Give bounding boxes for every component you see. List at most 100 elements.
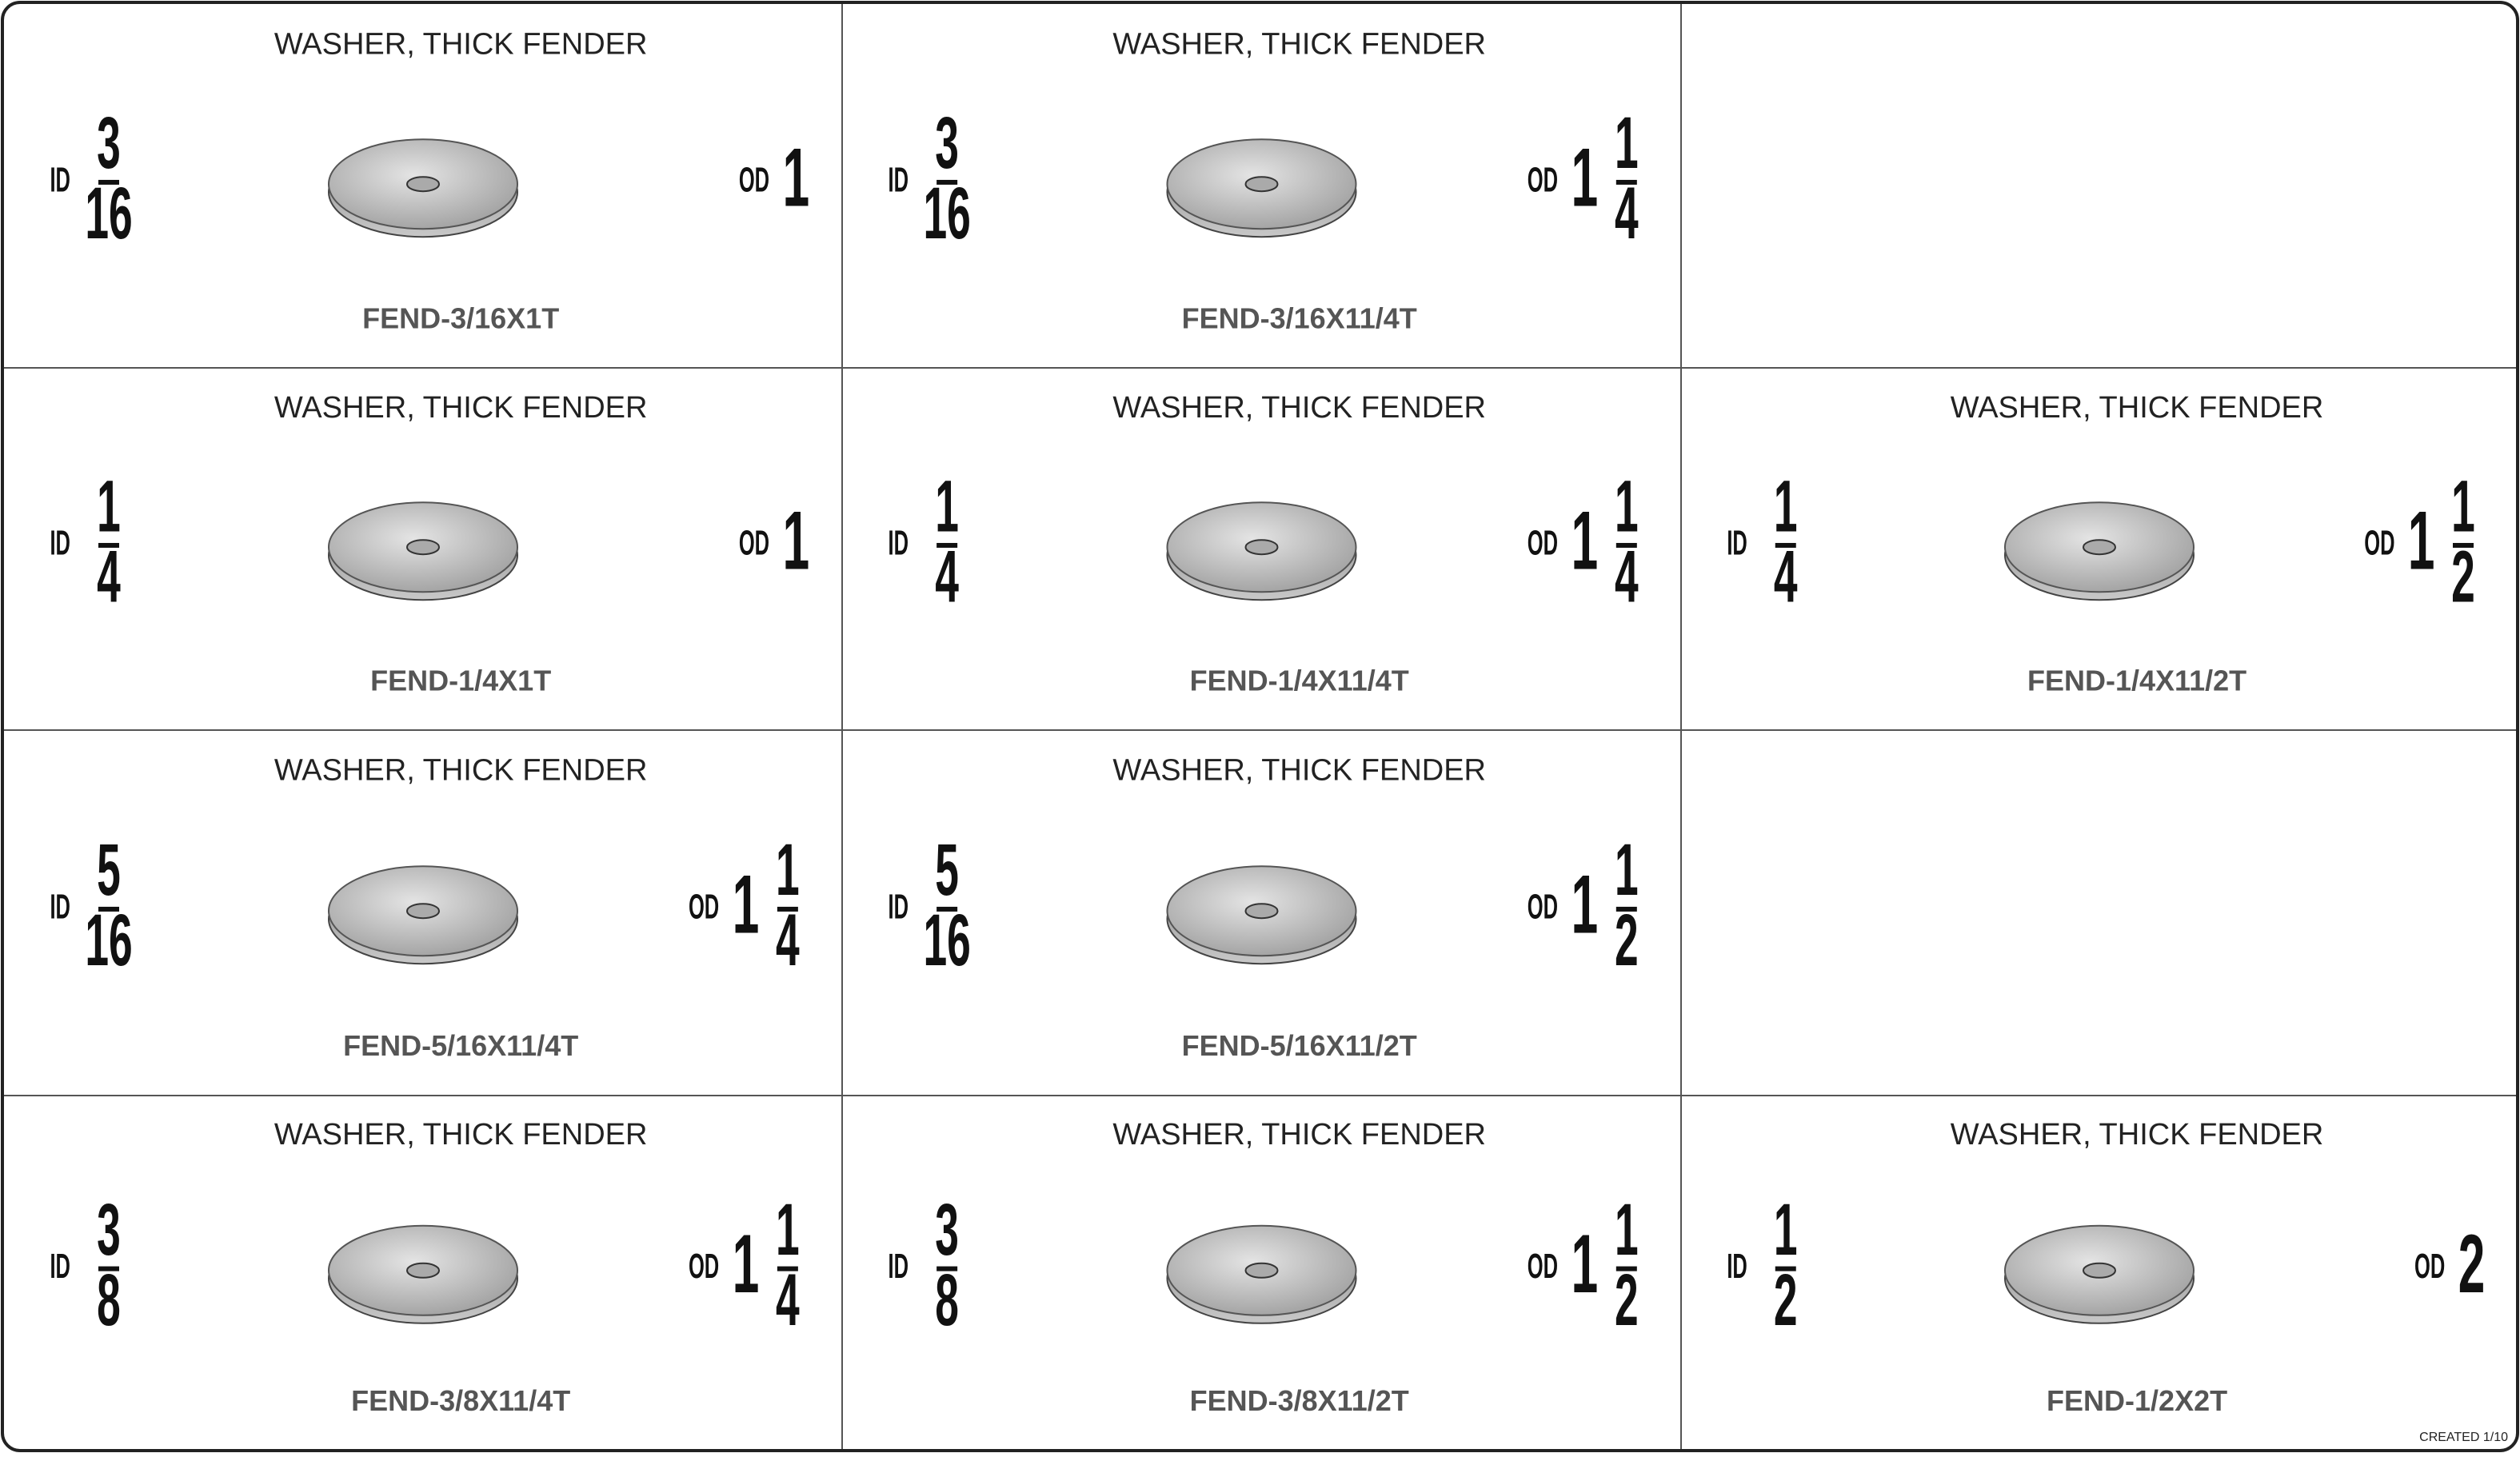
numerator: 3 (97, 102, 121, 184)
od-whole: 1 (783, 131, 810, 224)
numerator: 1 (2451, 465, 2475, 547)
item-title: WASHER, THICK FENDER (1951, 391, 2324, 425)
denominator: 16 (923, 172, 970, 254)
part-number: FEND-1/4X11/2T (2027, 665, 2246, 697)
fraction-bar (1615, 179, 1637, 185)
denominator: 4 (97, 535, 121, 617)
washer-icon (1166, 138, 1357, 238)
washer-icon (1166, 501, 1357, 601)
numerator: 1 (1615, 828, 1639, 911)
fraction-bar (777, 1266, 798, 1271)
part-number: FEND-3/16X11/4T (1182, 301, 1417, 334)
denominator: 4 (1615, 535, 1639, 617)
item-title: WASHER, THICK FENDER (1951, 1118, 2324, 1152)
fraction-bar (98, 906, 119, 912)
od-label: OD (689, 886, 719, 926)
od-label: OD (739, 159, 769, 199)
washer-hole (406, 539, 440, 556)
washer-hole (1244, 1262, 1279, 1279)
label-cell: WASHER, THICK FENDER FEND-5/16X11/2T ID 516… (889, 754, 1639, 1063)
item-title: WASHER, THICK FENDER (274, 391, 648, 425)
denominator: 2 (1615, 899, 1639, 981)
part-number: FEND-3/8X11/2T (1190, 1384, 1409, 1417)
item-title: WASHER, THICK FENDER (1112, 27, 1486, 61)
washer-icon (328, 865, 518, 965)
washer-hole (406, 176, 440, 193)
washer-hole (1244, 903, 1279, 920)
denominator: 2 (1615, 1259, 1639, 1341)
fraction-bar (1615, 542, 1637, 548)
id-label: ID (1727, 522, 1747, 562)
denominator: 2 (2451, 535, 2475, 617)
fraction-bar (1615, 1266, 1637, 1271)
part-number: FEND-5/16X11/2T (1182, 1029, 1417, 1062)
od-whole: 2 (2458, 1218, 2486, 1311)
od-label: OD (1528, 522, 1558, 562)
fraction-bar (98, 542, 119, 548)
id-label: ID (50, 1246, 70, 1286)
label-cell: WASHER, THICK FENDER FEND-5/16X11/4T ID 516… (50, 754, 799, 1063)
part-number: FEND-3/16X1T (362, 301, 559, 334)
od-whole: 1 (1572, 131, 1599, 224)
item-title: WASHER, THICK FENDER (274, 1118, 648, 1152)
fraction-bar (1615, 906, 1637, 912)
label-cell: WASHER, THICK FENDER FEND-3/16X11/4T ID 316… (889, 27, 1639, 334)
fraction-bar (98, 179, 119, 185)
washer-hole (1244, 176, 1279, 193)
id-label: ID (50, 522, 70, 562)
od-whole: 1 (1572, 858, 1599, 951)
od-label: OD (1528, 1246, 1558, 1286)
denominator: 8 (97, 1259, 121, 1341)
denominator: 8 (935, 1259, 959, 1341)
washer-icon (328, 1224, 518, 1324)
od-whole: 1 (733, 1218, 760, 1311)
washer-icon (2004, 501, 2195, 601)
denominator: 16 (923, 899, 970, 981)
numerator: 1 (97, 465, 121, 547)
id-label: ID (889, 1246, 909, 1286)
id-label: ID (889, 886, 909, 926)
denominator: 4 (776, 899, 800, 981)
denominator: 16 (85, 172, 132, 254)
part-number: FEND-1/2X2T (2047, 1384, 2227, 1417)
washer-hole (2083, 539, 2116, 556)
label-cell: WASHER, THICK FENDER FEND-3/8X11/2T ID 38 OD… (889, 1118, 1639, 1417)
od-label: OD (2364, 522, 2394, 562)
fraction-bar (937, 542, 958, 548)
fraction-bar (937, 179, 958, 185)
numerator: 1 (1615, 1188, 1639, 1271)
numerator: 1 (935, 465, 959, 547)
denominator: 4 (776, 1259, 800, 1341)
fraction-bar (937, 1266, 958, 1271)
od-label: OD (739, 522, 769, 562)
od-whole: 1 (783, 494, 810, 587)
od-whole: 1 (1572, 494, 1599, 587)
od-whole: 1 (1572, 1218, 1599, 1311)
denominator: 4 (1615, 172, 1639, 254)
part-number: FEND-1/4X11/4T (1190, 665, 1409, 697)
item-title: WASHER, THICK FENDER (1112, 754, 1486, 788)
grid (4, 4, 2516, 1449)
numerator: 1 (1615, 465, 1639, 547)
id-label: ID (50, 886, 70, 926)
numerator: 1 (1615, 102, 1639, 184)
item-title: WASHER, THICK FENDER (1112, 391, 1486, 425)
numerator: 3 (935, 102, 959, 184)
part-number: FEND-1/4X1T (370, 665, 551, 697)
item-title: WASHER, THICK FENDER (1112, 1118, 1486, 1152)
washer-hole (406, 1262, 440, 1279)
washer-hole (2083, 1262, 2116, 1279)
fraction-bar (1775, 1266, 1796, 1271)
numerator: 1 (776, 1188, 800, 1271)
washer-icon (328, 138, 518, 238)
label-cell: WASHER, THICK FENDER FEND-3/16X1T ID 316 OD 1 (50, 27, 809, 334)
id-label: ID (889, 522, 909, 562)
part-number: FEND-3/8X11/4T (351, 1384, 570, 1417)
od-label: OD (1528, 886, 1558, 926)
label-cell: WASHER, THICK FENDER FEND-3/8X11/4T ID 38 OD… (50, 1118, 799, 1417)
